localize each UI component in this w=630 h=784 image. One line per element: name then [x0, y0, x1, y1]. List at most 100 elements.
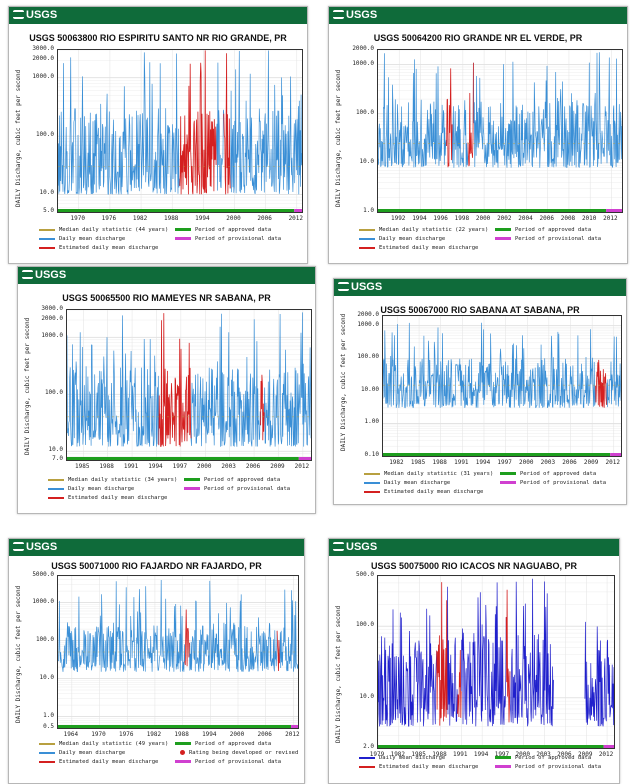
x-tick-label: 1994 — [475, 459, 491, 466]
legend-label: Daily mean discharge — [379, 236, 446, 242]
daily-mean-discharge-line — [383, 322, 621, 409]
y-tick-label: 0.10 — [364, 451, 379, 458]
legend-item: Period of approved data — [175, 741, 271, 747]
legend-swatch — [359, 237, 375, 240]
x-tick-label: 2009 — [583, 459, 599, 466]
usgs-wave-icon — [22, 270, 33, 279]
legend-swatch — [48, 487, 64, 490]
legend-label: Estimated daily mean discharge — [379, 245, 479, 251]
legend-item: Estimated daily mean discharge — [39, 759, 158, 765]
legend-item: Period of approved data — [175, 227, 271, 233]
legend-label: Daily mean discharge — [379, 755, 446, 761]
legend-item: Period of provisional data — [184, 486, 290, 492]
legend-swatch — [175, 237, 191, 240]
legend-item: Estimated daily mean discharge — [359, 764, 478, 770]
usgs-logo-text: USGS — [346, 541, 378, 553]
x-tick-label: 2012 — [288, 215, 304, 222]
legend-label: Period of provisional data — [195, 759, 282, 765]
daily-mean-discharge-line — [378, 578, 614, 727]
legend-item: Daily mean discharge — [359, 755, 445, 761]
x-tick-label: 1991 — [453, 751, 468, 758]
x-tick-label: 1996 — [433, 215, 448, 222]
x-tick-label: 2003 — [540, 459, 556, 466]
x-tick-label: 1988 — [174, 731, 189, 738]
y-tick-label: 500.0 — [355, 571, 374, 578]
legend-label: Period of approved data — [515, 227, 592, 233]
y-tick-label: 10.00 — [360, 385, 379, 393]
legend-item: Estimated daily mean discharge — [48, 495, 167, 501]
legend-swatch — [48, 478, 64, 481]
x-tick-label: 1985 — [411, 751, 426, 758]
legend-item: Median daily statistic (34 years) — [48, 477, 177, 483]
hydrograph-svg — [383, 316, 621, 456]
legend-label: Estimated daily mean discharge — [68, 495, 168, 501]
hydrograph-panel: USGS USGS 50075000 RIO ICACOS NR NAGUABO,… — [328, 538, 620, 784]
x-tick-label: 1994 — [148, 463, 163, 470]
legend-swatch — [364, 490, 380, 493]
legend-swatch — [495, 756, 511, 759]
hydrograph-panel: USGS USGS 50065500 RIO MAMEYES NR SABANA,… — [17, 266, 316, 514]
y-tick-label: 10.0 — [39, 189, 54, 197]
y-axis-label: DAILY Discharge, cubic feet per second — [15, 69, 22, 207]
legend-swatch — [184, 478, 200, 481]
hydrograph-panel: USGS USGS 50067000 RIO SABANA AT SABANA, … — [333, 278, 627, 505]
y-tick-label: 10.0 — [359, 692, 374, 700]
x-tick-label: 1998 — [454, 215, 470, 222]
usgs-logo-text: USGS — [346, 9, 378, 21]
y-tick-label: 100.0 — [355, 621, 374, 629]
legend-item: Period of provisional data — [495, 764, 601, 770]
y-tick-label: 3000.0 — [41, 305, 63, 312]
legend-item: Daily mean discharge — [364, 480, 450, 486]
usgs-logo: USGS — [18, 267, 315, 284]
legend-swatch — [48, 496, 64, 499]
legend-label: Rating being developed or revised — [189, 750, 299, 756]
legend-item: Period of provisional data — [175, 759, 281, 765]
plot-area — [382, 315, 622, 457]
estimated-discharge-line — [179, 50, 231, 195]
legend-swatch — [175, 760, 191, 763]
legend-label: Median daily statistic (31 years) — [384, 471, 494, 477]
legend-item: Median daily statistic (44 years) — [39, 227, 168, 233]
usgs-logo-text: USGS — [35, 269, 67, 281]
legend-label: Estimated daily mean discharge — [59, 245, 159, 251]
y-tick-label: 1000.0 — [32, 597, 54, 605]
legend-item: Period of approved data — [184, 477, 280, 483]
usgs-logo: USGS — [9, 7, 307, 24]
legend-item: Daily mean discharge — [48, 486, 134, 492]
daily-mean-discharge-line — [378, 52, 622, 169]
legend-label: Daily mean discharge — [384, 480, 451, 486]
usgs-logo-text: USGS — [351, 281, 383, 293]
legend-label: Period of approved data — [515, 755, 592, 761]
x-tick-label: 2000 — [229, 731, 245, 738]
x-tick-label: 1991 — [454, 459, 469, 466]
y-tick-label: 10.0 — [39, 673, 54, 681]
legend-label: Daily mean discharge — [59, 750, 126, 756]
y-tick-label: 0.5 — [43, 723, 54, 730]
x-tick-label: 1994 — [412, 215, 427, 222]
legend-item: Period of provisional data — [495, 236, 601, 242]
legend-swatch — [39, 760, 55, 763]
x-tick-label: 2003 — [536, 751, 551, 758]
x-tick-label: 2009 — [578, 751, 593, 758]
x-tick-label: 2012 — [603, 215, 618, 222]
x-tick-label: 1988 — [432, 459, 447, 466]
y-tick-label: 1000.0 — [357, 320, 379, 328]
x-tick-label: 1976 — [101, 215, 117, 222]
chart-title: USGS 50064200 RIO GRANDE NR EL VERDE, PR — [373, 33, 583, 43]
legend-item: Rating being developed or revised — [175, 750, 298, 756]
x-tick-label: 1970 — [70, 215, 85, 222]
legend-swatch — [359, 756, 375, 759]
x-tick-label: 2009 — [270, 463, 285, 470]
legend-swatch — [495, 237, 511, 240]
x-tick-label: 1985 — [75, 463, 90, 470]
estimated-discharge-line — [158, 313, 265, 447]
legend-item: Estimated daily mean discharge — [364, 489, 483, 495]
y-tick-label: 100.0 — [35, 635, 54, 643]
y-tick-label: 100.00 — [357, 353, 379, 361]
hydrograph-svg — [58, 576, 298, 728]
legend-label: Period of provisional data — [195, 236, 282, 242]
x-tick-label: 2000 — [226, 215, 241, 222]
hydrograph-svg — [58, 50, 302, 212]
legend-item: Daily mean discharge — [359, 236, 445, 242]
x-tick-label: 2006 — [539, 215, 554, 222]
